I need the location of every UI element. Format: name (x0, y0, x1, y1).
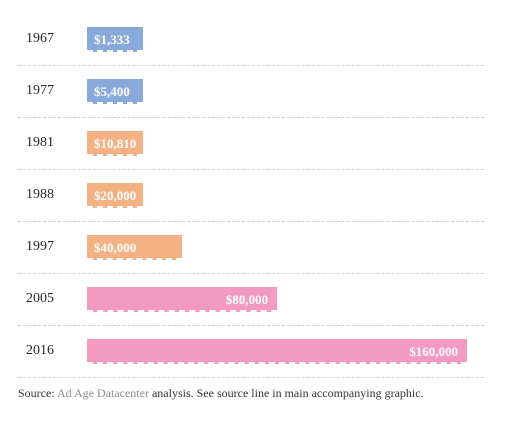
chart-row: 1967 $1,333 (18, 13, 484, 66)
year-label: 1981 (26, 135, 54, 150)
bar: $1,333 (87, 27, 143, 52)
bar-value-label: $40,000 (94, 240, 137, 255)
chart-row: 1981 $10,810 (18, 117, 484, 170)
year-label: 2005 (26, 291, 54, 306)
bar-value-label: $10,810 (94, 136, 137, 151)
year-label: 1977 (26, 83, 54, 98)
year-label: 2016 (26, 343, 54, 358)
source-suffix: analysis. See source line in main accomp… (148, 386, 424, 400)
chart-row: 1988 $20,000 (18, 169, 484, 222)
source-note: Source: Ad Age Datacenter analysis. See … (18, 386, 508, 401)
bar-value-label: $20,000 (94, 188, 137, 203)
chart-row: 1997 $40,000 (18, 221, 484, 274)
year-label: 1988 (26, 187, 54, 202)
bar: $160,000 (87, 339, 467, 364)
bar: $10,810 (87, 131, 143, 156)
bar: $20,000 (87, 183, 143, 208)
bar-value-label: $1,333 (94, 32, 130, 47)
year-label: 1997 (26, 239, 54, 254)
bar-value-label: $80,000 (225, 292, 268, 307)
bar-value-label: $5,400 (94, 84, 130, 99)
chart-row: 1977 $5,400 (18, 65, 484, 118)
bar: $5,400 (87, 79, 143, 104)
year-label: 1967 (26, 31, 54, 46)
bar: $40,000 (87, 235, 182, 260)
chart-row: 2005 $80,000 (18, 273, 484, 326)
bar-chart: 1967 $1,333 1977 $5,400 1981 $10,810 1988 $20,0… (18, 13, 484, 378)
source-link[interactable]: Ad Age Datacenter (57, 386, 149, 400)
chart-row: 2016 $160,000 (18, 325, 484, 378)
bar-value-label: $160,000 (409, 344, 458, 359)
source-prefix: Source: (18, 386, 57, 400)
bar: $80,000 (87, 287, 277, 312)
